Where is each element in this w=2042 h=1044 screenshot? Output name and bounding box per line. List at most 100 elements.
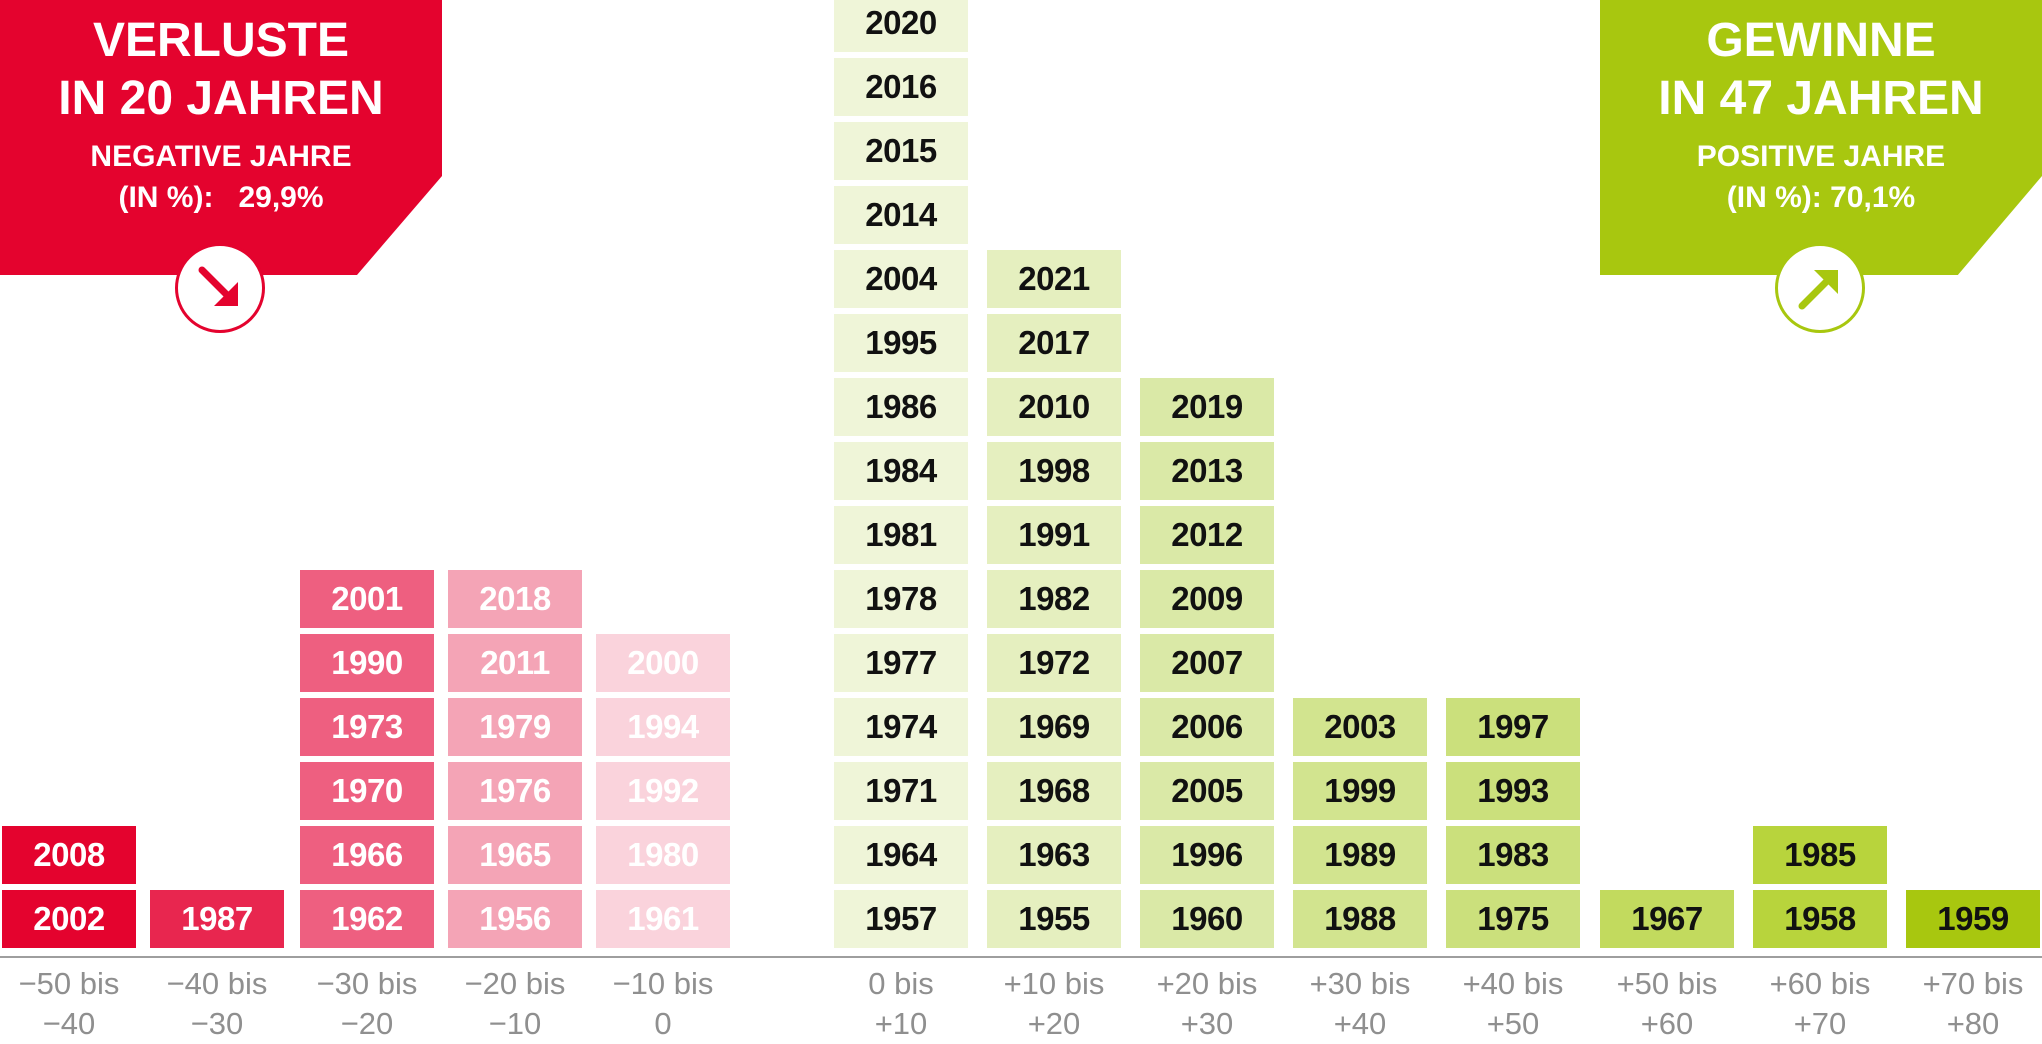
year-cell: 1992	[596, 762, 730, 820]
x-tick-line2: +60	[1640, 1006, 1694, 1041]
year-cell: 2005	[1140, 762, 1274, 820]
x-tick-line2: −10	[488, 1006, 542, 1041]
year-cell: 2004	[834, 250, 968, 308]
year-cell: 2003	[1293, 698, 1427, 756]
year-cell: 2001	[300, 570, 434, 628]
x-tick-label: +70 bis +80	[1888, 964, 2042, 1044]
x-tick-label: −40 bis −30	[132, 964, 302, 1044]
x-tick-line1: −40 bis	[166, 966, 268, 1001]
year-cell: 2017	[987, 314, 1121, 372]
year-cell: 2012	[1140, 506, 1274, 564]
year-cell: 2019	[1140, 378, 1274, 436]
year-cell: 1960	[1140, 890, 1274, 948]
gain-percentage: (IN %): 70,1%	[1600, 177, 2042, 218]
year-cell: 1966	[300, 826, 434, 884]
year-cell: 1958	[1753, 890, 1887, 948]
loss-banner: VERLUSTE IN 20 JAHREN NEGATIVE JAHRE (IN…	[0, 0, 442, 218]
x-tick-line1: −30 bis	[316, 966, 418, 1001]
year-cell: 1999	[1293, 762, 1427, 820]
year-cell: 1974	[834, 698, 968, 756]
x-tick-line2: −20	[340, 1006, 394, 1041]
x-tick-line1: +60 bis	[1769, 966, 1871, 1001]
year-cell: 1990	[300, 634, 434, 692]
year-cell: 1959	[1906, 890, 2040, 948]
arrow-up-right-icon	[1798, 270, 1838, 310]
year-cell: 1963	[987, 826, 1121, 884]
year-cell: 1961	[596, 890, 730, 948]
year-cell: 2021	[987, 250, 1121, 308]
x-tick-line2: +20	[1027, 1006, 1081, 1041]
year-cell: 1962	[300, 890, 434, 948]
year-cell: 1957	[834, 890, 968, 948]
x-tick-label: +60 bis +70	[1735, 964, 1905, 1044]
year-cell: 2008	[2, 826, 136, 884]
year-cell: 1994	[596, 698, 730, 756]
gain-percentage-label: (IN %):	[1726, 181, 1822, 214]
x-tick-line2: −40	[42, 1006, 96, 1041]
x-tick-line1: +30 bis	[1309, 966, 1411, 1001]
year-cell: 1978	[834, 570, 968, 628]
loss-title-line2: IN 20 JAHREN	[58, 72, 384, 125]
year-cell: 1983	[1446, 826, 1580, 884]
x-tick-label: +30 bis +40	[1275, 964, 1445, 1044]
gain-title-line1: GEWINNE	[1706, 14, 1936, 67]
gain-percentage-value: 70,1%	[1830, 181, 1916, 214]
year-cell: 1991	[987, 506, 1121, 564]
loss-subtitle: NEGATIVE JAHRE	[90, 140, 352, 173]
year-cell: 1969	[987, 698, 1121, 756]
gain-title-line2: IN 47 JAHREN	[1658, 72, 1984, 125]
x-tick-label: +40 bis +50	[1428, 964, 1598, 1044]
year-cell: 1968	[987, 762, 1121, 820]
x-tick-line1: +10 bis	[1003, 966, 1105, 1001]
year-cell: 1965	[448, 826, 582, 884]
year-cell: 2002	[2, 890, 136, 948]
gain-banner: GEWINNE IN 47 JAHREN POSITIVE JAHRE (IN …	[1600, 0, 2042, 218]
x-tick-line2: +10	[874, 1006, 928, 1041]
x-tick-label: +20 bis +30	[1122, 964, 1292, 1044]
year-cell: 1997	[1446, 698, 1580, 756]
year-cell: 1984	[834, 442, 968, 500]
x-tick-label: +10 bis +20	[969, 964, 1139, 1044]
year-cell: 2010	[987, 378, 1121, 436]
year-cell: 1996	[1140, 826, 1274, 884]
year-cell: 1998	[987, 442, 1121, 500]
x-tick-label: +50 bis +60	[1582, 964, 1752, 1044]
year-cell: 1973	[300, 698, 434, 756]
year-cell: 1982	[987, 570, 1121, 628]
year-cell: 1979	[448, 698, 582, 756]
x-tick-label: −10 bis 0	[578, 964, 748, 1044]
x-tick-line1: 0 bis	[868, 966, 934, 1001]
year-cell: 1975	[1446, 890, 1580, 948]
year-cell: 1971	[834, 762, 968, 820]
year-cell: 1987	[150, 890, 284, 948]
year-cell: 1970	[300, 762, 434, 820]
x-tick-line2: 0	[654, 1006, 672, 1041]
x-tick-line2: +70	[1793, 1006, 1847, 1041]
year-cell: 1956	[448, 890, 582, 948]
x-tick-line1: −50 bis	[18, 966, 120, 1001]
year-cell: 1964	[834, 826, 968, 884]
year-cell: 1985	[1753, 826, 1887, 884]
gain-banner-corner	[1957, 176, 2042, 276]
year-cell: 2009	[1140, 570, 1274, 628]
x-tick-line2: +40	[1333, 1006, 1387, 1041]
loss-percentage: (IN %): 29,9%	[0, 177, 442, 218]
year-cell: 1976	[448, 762, 582, 820]
gain-subtitle: POSITIVE JAHRE	[1696, 140, 1946, 173]
year-cell: 1988	[1293, 890, 1427, 948]
year-cell: 2015	[834, 122, 968, 180]
year-cell: 1980	[596, 826, 730, 884]
year-cell: 2011	[448, 634, 582, 692]
gain-badge	[1775, 243, 1865, 333]
x-tick-line2: +30	[1180, 1006, 1234, 1041]
x-tick-label: 0 bis +10	[816, 964, 986, 1044]
x-tick-line1: +50 bis	[1616, 966, 1718, 1001]
year-cell: 1993	[1446, 762, 1580, 820]
x-tick-line1: −20 bis	[464, 966, 566, 1001]
year-cell: 2006	[1140, 698, 1274, 756]
arrow-down-right-icon	[198, 266, 238, 306]
year-cell: 2007	[1140, 634, 1274, 692]
year-cell: 1977	[834, 634, 968, 692]
x-axis-line	[0, 956, 2042, 958]
loss-percentage-label: (IN %):	[118, 181, 214, 214]
